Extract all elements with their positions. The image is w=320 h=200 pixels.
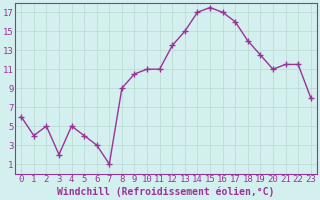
X-axis label: Windchill (Refroidissement éolien,°C): Windchill (Refroidissement éolien,°C) — [57, 187, 275, 197]
